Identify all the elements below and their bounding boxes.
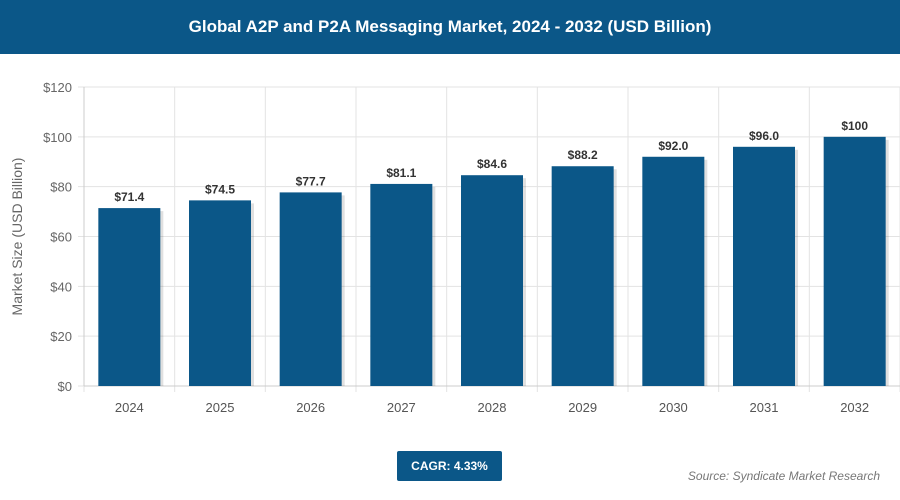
bar [279,192,342,386]
y-axis-title: Market Size (USD Billion) [9,158,25,316]
y-tick-label: $100 [43,130,72,145]
data-label: $92.0 [658,139,688,153]
y-tick-label: $120 [43,80,72,95]
bar [642,156,705,386]
data-label: $84.6 [477,157,507,171]
y-tick-label: $40 [50,279,72,294]
x-tick-label: 2030 [659,400,688,415]
chart-title: Global A2P and P2A Messaging Market, 202… [0,0,900,54]
data-label: $77.7 [296,174,326,188]
x-tick-label: 2032 [840,400,869,415]
data-label: $100 [841,119,868,133]
x-tick-label: 2027 [387,400,416,415]
data-label: $71.4 [114,190,144,204]
x-tick-label: 2029 [568,400,597,415]
bar [551,166,614,386]
x-tick-label: 2026 [296,400,325,415]
data-label: $96.0 [749,129,779,143]
x-tick-label: 2031 [750,400,779,415]
bar [733,146,795,386]
bar [98,208,161,386]
x-tick-label: 2024 [115,400,144,415]
x-tick-label: 2025 [206,400,235,415]
data-label: $81.1 [386,166,416,180]
bar [370,183,433,386]
cagr-badge: CAGR: 4.33% [397,451,502,481]
bar [823,136,886,386]
data-label: $88.2 [568,148,598,162]
y-tick-label: $20 [50,329,72,344]
source-note: Source: Syndicate Market Research [687,469,880,483]
data-label: $74.5 [205,182,235,196]
y-tick-label: $60 [50,230,72,245]
y-tick-label: $80 [50,180,72,195]
y-tick-label: $0 [58,379,72,394]
bar [189,200,251,386]
x-tick-label: 2028 [478,400,507,415]
bar [461,175,523,386]
